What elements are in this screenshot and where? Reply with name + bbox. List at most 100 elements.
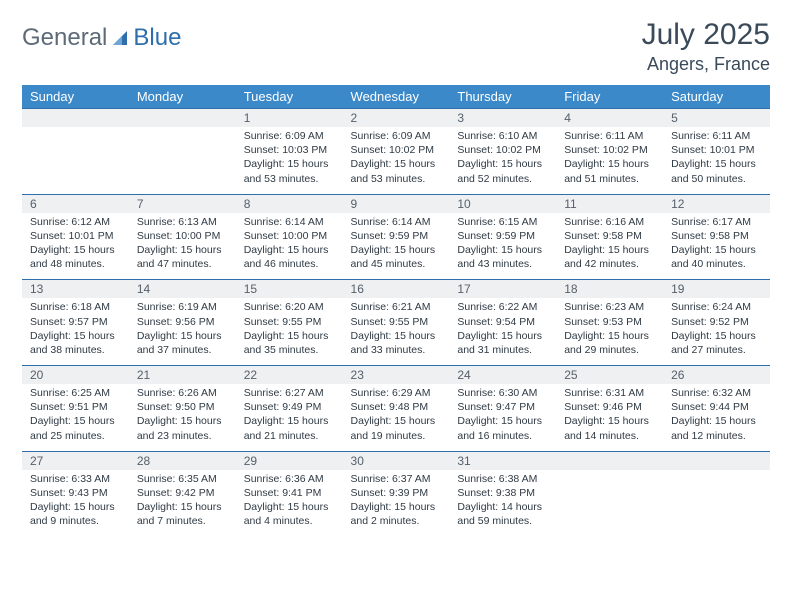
daylight-line: Daylight: 14 hours and 59 minutes. <box>457 500 548 528</box>
sunrise-line: Sunrise: 6:12 AM <box>30 215 121 229</box>
daylight-line: Daylight: 15 hours and 29 minutes. <box>564 329 655 357</box>
sunset-line: Sunset: 9:49 PM <box>244 400 335 414</box>
calendar-cell: 13Sunrise: 6:18 AMSunset: 9:57 PMDayligh… <box>22 279 129 365</box>
weekday-header-row: Sunday Monday Tuesday Wednesday Thursday… <box>22 85 770 108</box>
sunset-line: Sunset: 9:58 PM <box>564 229 655 243</box>
day-details: Sunrise: 6:29 AMSunset: 9:48 PMDaylight:… <box>343 384 450 451</box>
sunrise-line: Sunrise: 6:16 AM <box>564 215 655 229</box>
day-details: Sunrise: 6:19 AMSunset: 9:56 PMDaylight:… <box>129 298 236 365</box>
daylight-line: Daylight: 15 hours and 52 minutes. <box>457 157 548 185</box>
sunset-line: Sunset: 9:46 PM <box>564 400 655 414</box>
day-details: Sunrise: 6:30 AMSunset: 9:47 PMDaylight:… <box>449 384 556 451</box>
calendar-cell: 3Sunrise: 6:10 AMSunset: 10:02 PMDayligh… <box>449 108 556 194</box>
date-number: 17 <box>449 280 556 298</box>
day-details: Sunrise: 6:22 AMSunset: 9:54 PMDaylight:… <box>449 298 556 365</box>
date-number-empty <box>22 109 129 127</box>
sunrise-line: Sunrise: 6:09 AM <box>244 129 335 143</box>
sunrise-line: Sunrise: 6:14 AM <box>244 215 335 229</box>
daylight-line: Daylight: 15 hours and 19 minutes. <box>351 414 442 442</box>
day-details: Sunrise: 6:10 AMSunset: 10:02 PMDaylight… <box>449 127 556 194</box>
brand-part1: General <box>22 24 107 52</box>
calendar-cell: 16Sunrise: 6:21 AMSunset: 9:55 PMDayligh… <box>343 279 450 365</box>
daylight-line: Daylight: 15 hours and 45 minutes. <box>351 243 442 271</box>
date-number: 12 <box>663 195 770 213</box>
sunrise-line: Sunrise: 6:20 AM <box>244 300 335 314</box>
date-number: 21 <box>129 366 236 384</box>
sunset-line: Sunset: 9:56 PM <box>137 315 228 329</box>
weekday-header: Wednesday <box>343 85 450 108</box>
date-number: 18 <box>556 280 663 298</box>
day-details: Sunrise: 6:11 AMSunset: 10:01 PMDaylight… <box>663 127 770 194</box>
daylight-line: Daylight: 15 hours and 43 minutes. <box>457 243 548 271</box>
calendar-cell <box>129 108 236 194</box>
daylight-line: Daylight: 15 hours and 23 minutes. <box>137 414 228 442</box>
calendar-cell: 2Sunrise: 6:09 AMSunset: 10:02 PMDayligh… <box>343 108 450 194</box>
sunrise-line: Sunrise: 6:30 AM <box>457 386 548 400</box>
day-details: Sunrise: 6:21 AMSunset: 9:55 PMDaylight:… <box>343 298 450 365</box>
sunrise-line: Sunrise: 6:11 AM <box>564 129 655 143</box>
calendar-cell: 4Sunrise: 6:11 AMSunset: 10:02 PMDayligh… <box>556 108 663 194</box>
day-details-empty <box>663 470 770 530</box>
date-number: 6 <box>22 195 129 213</box>
date-number: 1 <box>236 109 343 127</box>
calendar-cell: 1Sunrise: 6:09 AMSunset: 10:03 PMDayligh… <box>236 108 343 194</box>
sunset-line: Sunset: 9:47 PM <box>457 400 548 414</box>
date-number-empty <box>663 452 770 470</box>
sunset-line: Sunset: 9:59 PM <box>351 229 442 243</box>
sunrise-line: Sunrise: 6:35 AM <box>137 472 228 486</box>
date-number: 20 <box>22 366 129 384</box>
month-title: July 2025 <box>642 18 770 52</box>
sunrise-line: Sunrise: 6:10 AM <box>457 129 548 143</box>
sunset-line: Sunset: 9:48 PM <box>351 400 442 414</box>
daylight-line: Daylight: 15 hours and 53 minutes. <box>244 157 335 185</box>
daylight-line: Daylight: 15 hours and 27 minutes. <box>671 329 762 357</box>
sunrise-line: Sunrise: 6:09 AM <box>351 129 442 143</box>
day-details: Sunrise: 6:16 AMSunset: 9:58 PMDaylight:… <box>556 213 663 280</box>
daylight-line: Daylight: 15 hours and 14 minutes. <box>564 414 655 442</box>
sunset-line: Sunset: 9:43 PM <box>30 486 121 500</box>
calendar-week-row: 1Sunrise: 6:09 AMSunset: 10:03 PMDayligh… <box>22 108 770 194</box>
sunset-line: Sunset: 9:54 PM <box>457 315 548 329</box>
day-details: Sunrise: 6:37 AMSunset: 9:39 PMDaylight:… <box>343 470 450 537</box>
date-number: 22 <box>236 366 343 384</box>
calendar-week-row: 20Sunrise: 6:25 AMSunset: 9:51 PMDayligh… <box>22 365 770 451</box>
day-details: Sunrise: 6:15 AMSunset: 9:59 PMDaylight:… <box>449 213 556 280</box>
calendar-cell: 25Sunrise: 6:31 AMSunset: 9:46 PMDayligh… <box>556 365 663 451</box>
sunset-line: Sunset: 10:01 PM <box>671 143 762 157</box>
calendar-cell: 10Sunrise: 6:15 AMSunset: 9:59 PMDayligh… <box>449 194 556 280</box>
date-number: 29 <box>236 452 343 470</box>
date-number: 23 <box>343 366 450 384</box>
weekday-header: Saturday <box>663 85 770 108</box>
daylight-line: Daylight: 15 hours and 40 minutes. <box>671 243 762 271</box>
sunset-line: Sunset: 10:03 PM <box>244 143 335 157</box>
calendar-cell: 5Sunrise: 6:11 AMSunset: 10:01 PMDayligh… <box>663 108 770 194</box>
sunset-line: Sunset: 9:52 PM <box>671 315 762 329</box>
daylight-line: Daylight: 15 hours and 33 minutes. <box>351 329 442 357</box>
daylight-line: Daylight: 15 hours and 37 minutes. <box>137 329 228 357</box>
calendar-cell: 20Sunrise: 6:25 AMSunset: 9:51 PMDayligh… <box>22 365 129 451</box>
location-label: Angers, France <box>642 54 770 75</box>
date-number: 19 <box>663 280 770 298</box>
sunset-line: Sunset: 9:38 PM <box>457 486 548 500</box>
sunrise-line: Sunrise: 6:29 AM <box>351 386 442 400</box>
calendar-cell: 6Sunrise: 6:12 AMSunset: 10:01 PMDayligh… <box>22 194 129 280</box>
sunset-line: Sunset: 9:51 PM <box>30 400 121 414</box>
calendar-cell: 24Sunrise: 6:30 AMSunset: 9:47 PMDayligh… <box>449 365 556 451</box>
date-number: 15 <box>236 280 343 298</box>
date-number: 30 <box>343 452 450 470</box>
calendar-cell <box>22 108 129 194</box>
sunrise-line: Sunrise: 6:11 AM <box>671 129 762 143</box>
header: General Blue July 2025 Angers, France <box>22 18 770 75</box>
date-number: 5 <box>663 109 770 127</box>
day-details: Sunrise: 6:09 AMSunset: 10:03 PMDaylight… <box>236 127 343 194</box>
weekday-header: Sunday <box>22 85 129 108</box>
daylight-line: Daylight: 15 hours and 42 minutes. <box>564 243 655 271</box>
calendar-cell: 9Sunrise: 6:14 AMSunset: 9:59 PMDaylight… <box>343 194 450 280</box>
day-details-empty <box>556 470 663 530</box>
daylight-line: Daylight: 15 hours and 31 minutes. <box>457 329 548 357</box>
day-details: Sunrise: 6:38 AMSunset: 9:38 PMDaylight:… <box>449 470 556 537</box>
calendar-cell: 17Sunrise: 6:22 AMSunset: 9:54 PMDayligh… <box>449 279 556 365</box>
calendar-cell: 7Sunrise: 6:13 AMSunset: 10:00 PMDayligh… <box>129 194 236 280</box>
daylight-line: Daylight: 15 hours and 38 minutes. <box>30 329 121 357</box>
sunrise-line: Sunrise: 6:15 AM <box>457 215 548 229</box>
